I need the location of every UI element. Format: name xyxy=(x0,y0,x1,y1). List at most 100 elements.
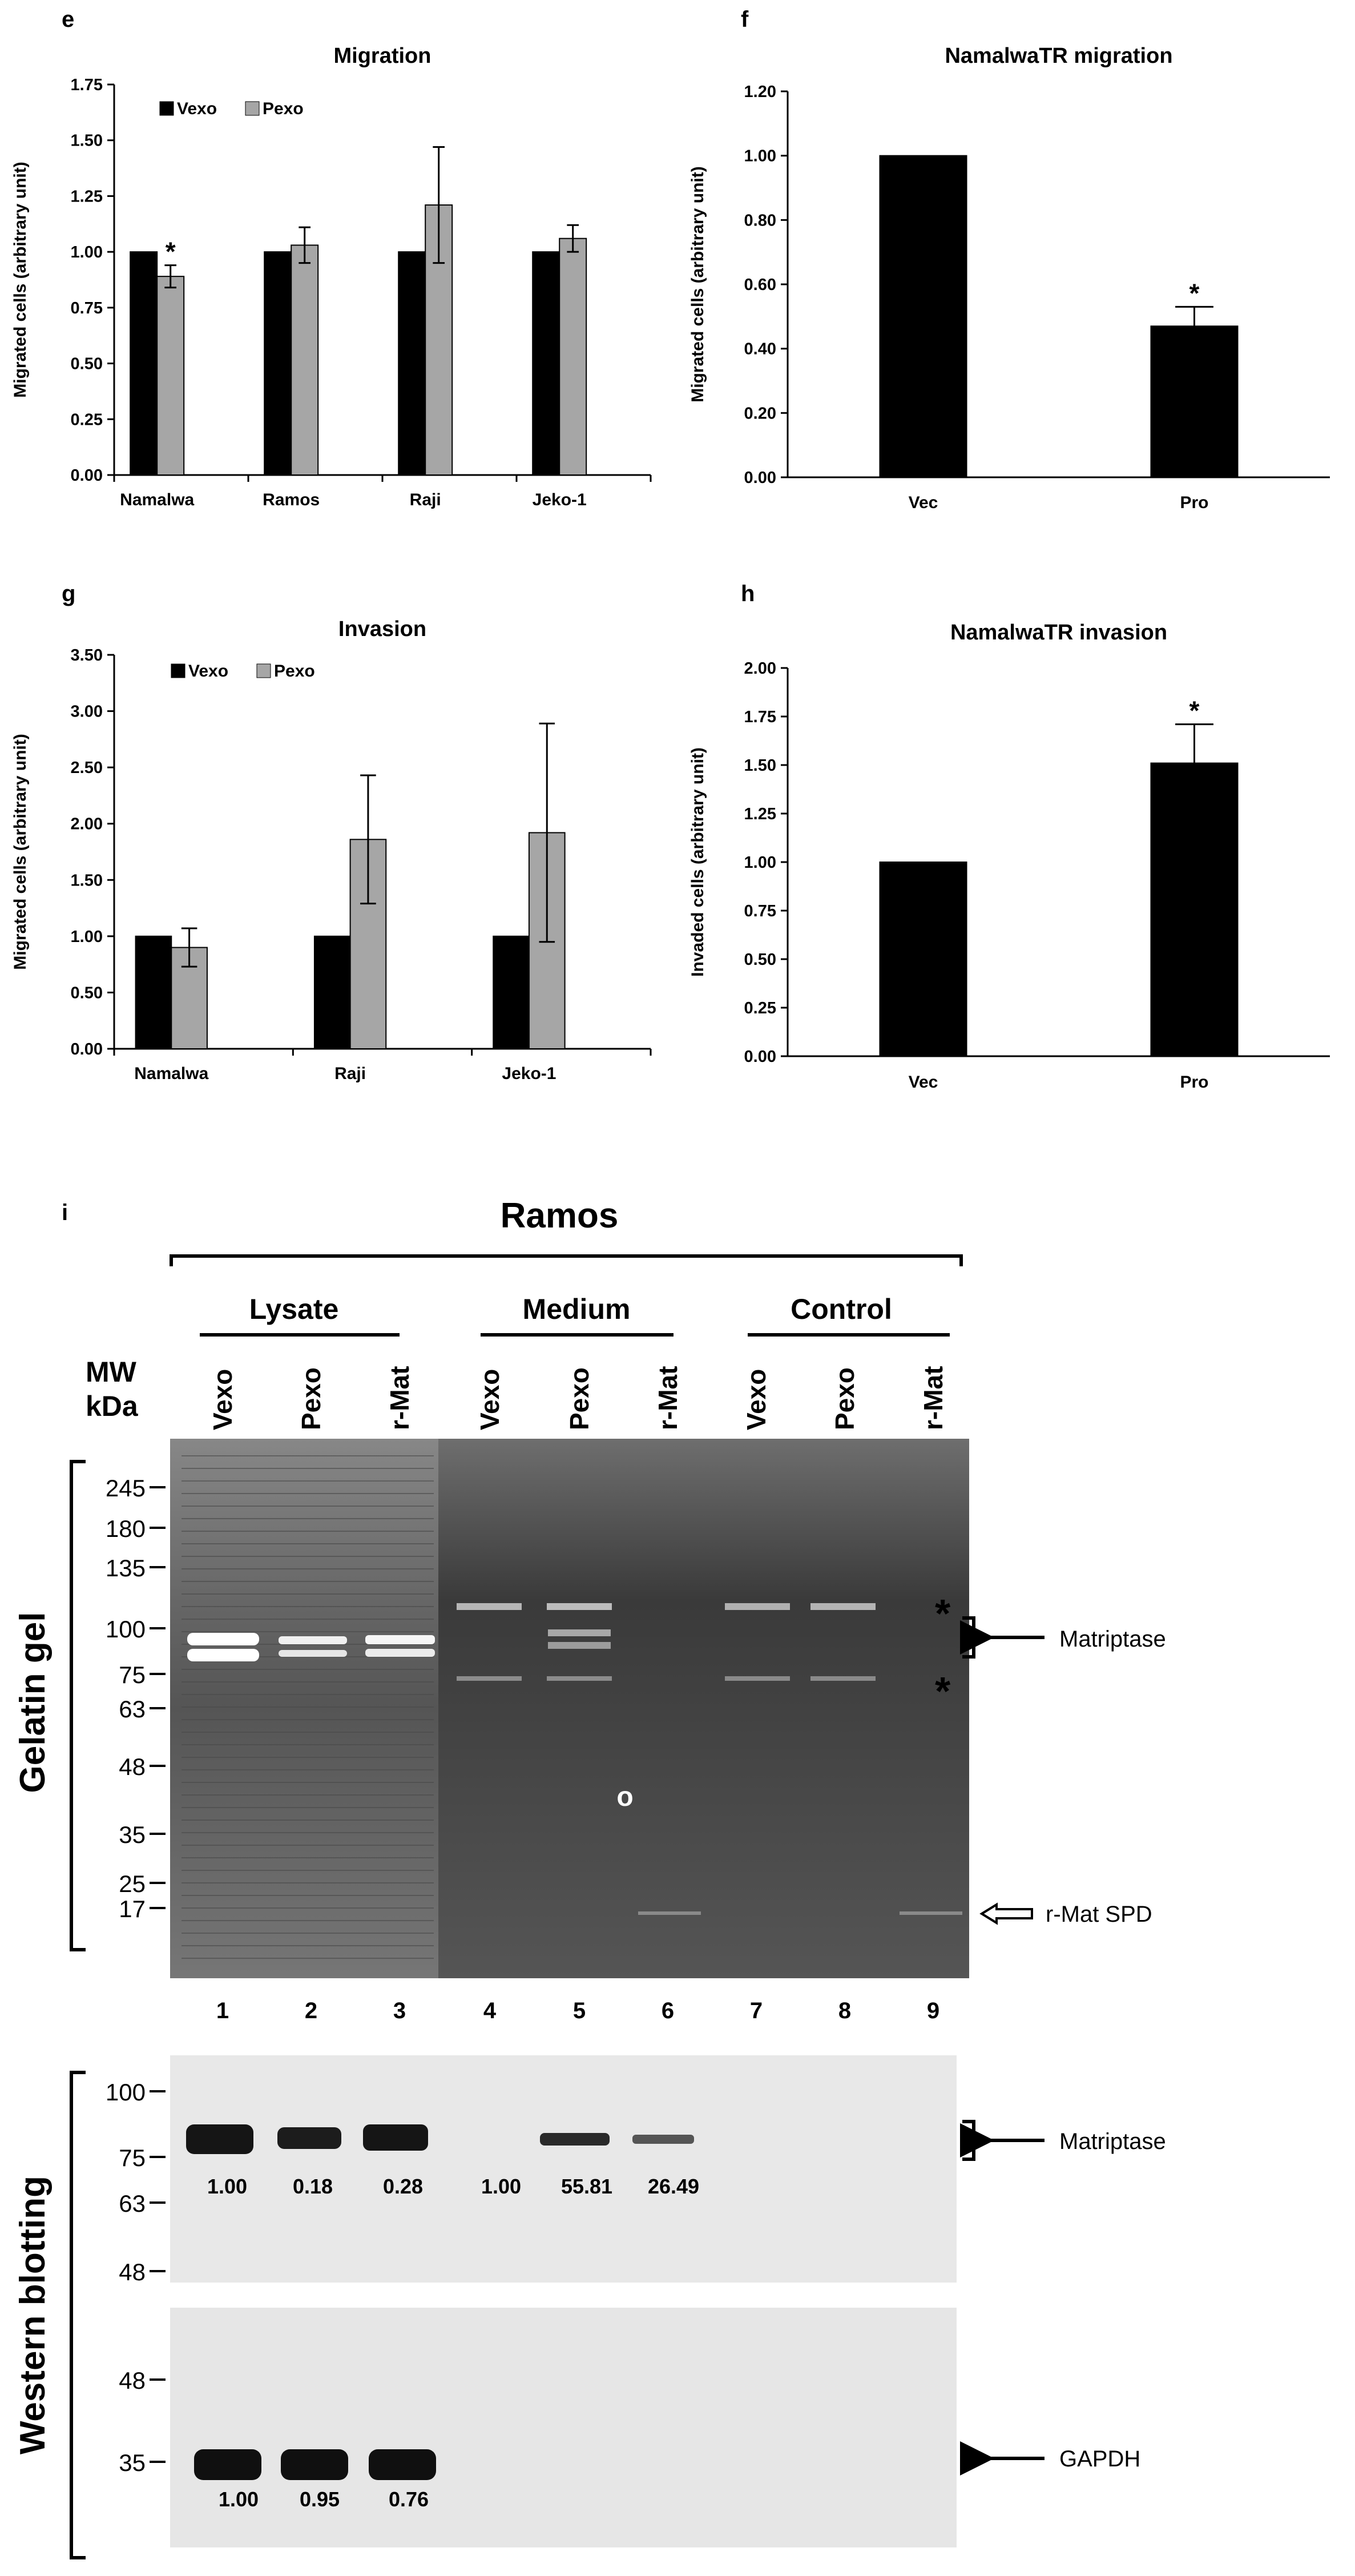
significance-mark-e-0: * xyxy=(166,237,176,267)
lane-header-3: r-Mat xyxy=(385,1366,414,1430)
gel-rmat-label: r-Mat SPD xyxy=(1046,1902,1152,1927)
y-tick-label-e-5: 1.25 xyxy=(71,187,103,206)
lane-number-4: 4 xyxy=(483,1998,497,2023)
wb1-mw-label-75: 75 xyxy=(119,2144,146,2171)
wb2-band-lane3 xyxy=(369,2449,436,2480)
lane-number-2: 2 xyxy=(305,1998,317,2023)
gel-band-lane2-b xyxy=(279,1650,347,1657)
y-tick-label-h-8: 2.00 xyxy=(744,659,776,678)
lane-number-1: 1 xyxy=(216,1998,229,2023)
gel-band-lane4-85 xyxy=(457,1603,522,1610)
wb1-quant-lane1: 1.00 xyxy=(207,2175,247,2198)
wb2-gapdh-label: GAPDH xyxy=(1059,2446,1140,2472)
legend-label-e-0: Vexo xyxy=(177,99,217,118)
y-tick-label-f-1: 0.20 xyxy=(744,404,776,422)
y-axis-label-g: Migrated cells (arbitrary unit) xyxy=(11,734,30,969)
group-label-lysate: Lysate xyxy=(249,1293,339,1325)
chart-namalwatr-invasion: NamalwaTR invasion Invaded cells (arbitra… xyxy=(688,621,1330,1092)
significance-mark-f-0: * xyxy=(1189,278,1200,308)
lane-header-6: r-Mat xyxy=(653,1366,683,1430)
x-tick-label-g-0: Namalwa xyxy=(134,1064,208,1083)
lane-header-1: Vexo xyxy=(208,1369,237,1430)
bar-e-s1-2 xyxy=(425,204,453,476)
y-tick-label-g-0: 0.00 xyxy=(71,1040,103,1058)
y-tick-label-e-4: 1.00 xyxy=(71,243,103,261)
gel-mw-label-48: 48 xyxy=(119,1753,146,1780)
gel-mw-label-25: 25 xyxy=(119,1870,146,1897)
wb1-band-lane3 xyxy=(363,2124,428,2151)
wb2-quant-lane3: 0.76 xyxy=(389,2488,429,2511)
y-tick-label-h-1: 0.25 xyxy=(744,999,776,1017)
western-blot-matriptase xyxy=(170,2055,957,2283)
gel-mw-label-63: 63 xyxy=(119,1696,146,1722)
wb2-quant-lane2: 0.95 xyxy=(300,2488,340,2511)
bar-h-s0-0 xyxy=(879,862,967,1057)
y-tick-label-g-2: 1.00 xyxy=(71,928,103,946)
x-tick-label-g-1: Raji xyxy=(334,1064,366,1083)
y-tick-label-h-3: 0.75 xyxy=(744,902,776,920)
wb1-quant-lane3: 0.28 xyxy=(383,2175,423,2198)
wb1-quant-lane6: 26.49 xyxy=(648,2175,699,2198)
ramos-bracket xyxy=(170,1254,963,1266)
bar-e-s0-0 xyxy=(130,251,158,476)
bar-g-s0-0 xyxy=(135,935,172,1049)
y-tick-label-g-5: 2.50 xyxy=(71,759,103,777)
wb-section-bracket xyxy=(70,2071,86,2559)
gel-matriptase-label: Matriptase xyxy=(1059,1627,1166,1652)
blot-figure: Ramos Lysate Medium Control MW kDa Vexo P… xyxy=(13,1196,1166,2559)
western-blot-gapdh xyxy=(170,2308,957,2547)
lane-header-2: Pexo xyxy=(296,1367,326,1430)
gel-band-lane6-rmat xyxy=(638,1911,701,1915)
lane-header-5: Pexo xyxy=(564,1367,594,1430)
y-tick-label-f-5: 1.00 xyxy=(744,147,776,166)
legend-label-g-1: Pexo xyxy=(274,662,315,681)
y-tick-label-g-4: 2.00 xyxy=(71,815,103,834)
bar-h-s0-1 xyxy=(1150,762,1239,1057)
y-tick-label-h-4: 1.00 xyxy=(744,854,776,872)
bar-e-s1-3 xyxy=(559,238,587,476)
kda-header: kDa xyxy=(86,1390,139,1422)
bar-e-s0-2 xyxy=(398,251,426,476)
panel-label-i: i xyxy=(62,1200,68,1225)
gel-mw-label-100: 100 xyxy=(106,1616,146,1643)
y-tick-label-e-1: 0.25 xyxy=(71,410,103,429)
y-tick-label-g-6: 3.00 xyxy=(71,703,103,721)
x-tick-label-e-2: Raji xyxy=(410,490,441,509)
lane-header-9: r-Mat xyxy=(918,1366,948,1430)
gel-band-lane5-85 xyxy=(547,1603,612,1610)
y-tick-label-e-6: 1.50 xyxy=(71,132,103,150)
y-axis-label-h: Invaded cells (arbitrary unit) xyxy=(688,747,707,977)
wb1-mw-label-63: 63 xyxy=(119,2190,146,2217)
y-tick-label-h-0: 0.00 xyxy=(744,1048,776,1066)
wb2-mw-label-48: 48 xyxy=(119,2367,146,2394)
y-tick-label-f-0: 0.00 xyxy=(744,469,776,487)
lane-header-8: Pexo xyxy=(830,1367,860,1430)
x-tick-label-h-1: Pro xyxy=(1180,1073,1208,1092)
y-axis-label-f: Migrated cells (arbitrary unit) xyxy=(688,166,707,402)
bar-f-s0-1 xyxy=(1150,325,1239,478)
bar-f-s0-0 xyxy=(879,155,967,478)
significance-mark-h-0: * xyxy=(1189,696,1200,726)
gel-band-lane3-b xyxy=(365,1649,435,1657)
wb2-quant-lane1: 1.00 xyxy=(219,2488,259,2511)
group-label-control: Control xyxy=(791,1293,892,1325)
bar-g-s0-2 xyxy=(493,935,530,1049)
wb1-matriptase-label: Matriptase xyxy=(1059,2129,1166,2154)
wb2-band-lane1 xyxy=(194,2449,261,2480)
panel-label-e: e xyxy=(62,7,75,32)
bar-e-s1-1 xyxy=(291,244,319,476)
x-tick-label-e-0: Namalwa xyxy=(120,490,194,509)
chart-migration: Migration Migrated cells (arbitrary unit)… xyxy=(11,44,652,509)
wb1-mw-label-100: 100 xyxy=(106,2079,146,2106)
y-axis-label-e: Migrated cells (arbitrary unit) xyxy=(11,162,30,397)
wb1-band-lane6 xyxy=(632,2135,694,2144)
chart-title-g: Invasion xyxy=(338,617,426,641)
gel-band-lane5-mat2 xyxy=(548,1642,611,1649)
legend-swatch-e-0 xyxy=(159,101,174,116)
chart-title-h: NamalwaTR invasion xyxy=(950,621,1167,645)
wb1-quant-lane2: 0.18 xyxy=(293,2175,333,2198)
gel-star-lower: * xyxy=(935,1669,951,1713)
gel-band-lane5-mat1 xyxy=(548,1629,611,1636)
lane-number-3: 3 xyxy=(393,1998,406,2023)
gel-star-upper: * xyxy=(935,1591,951,1636)
